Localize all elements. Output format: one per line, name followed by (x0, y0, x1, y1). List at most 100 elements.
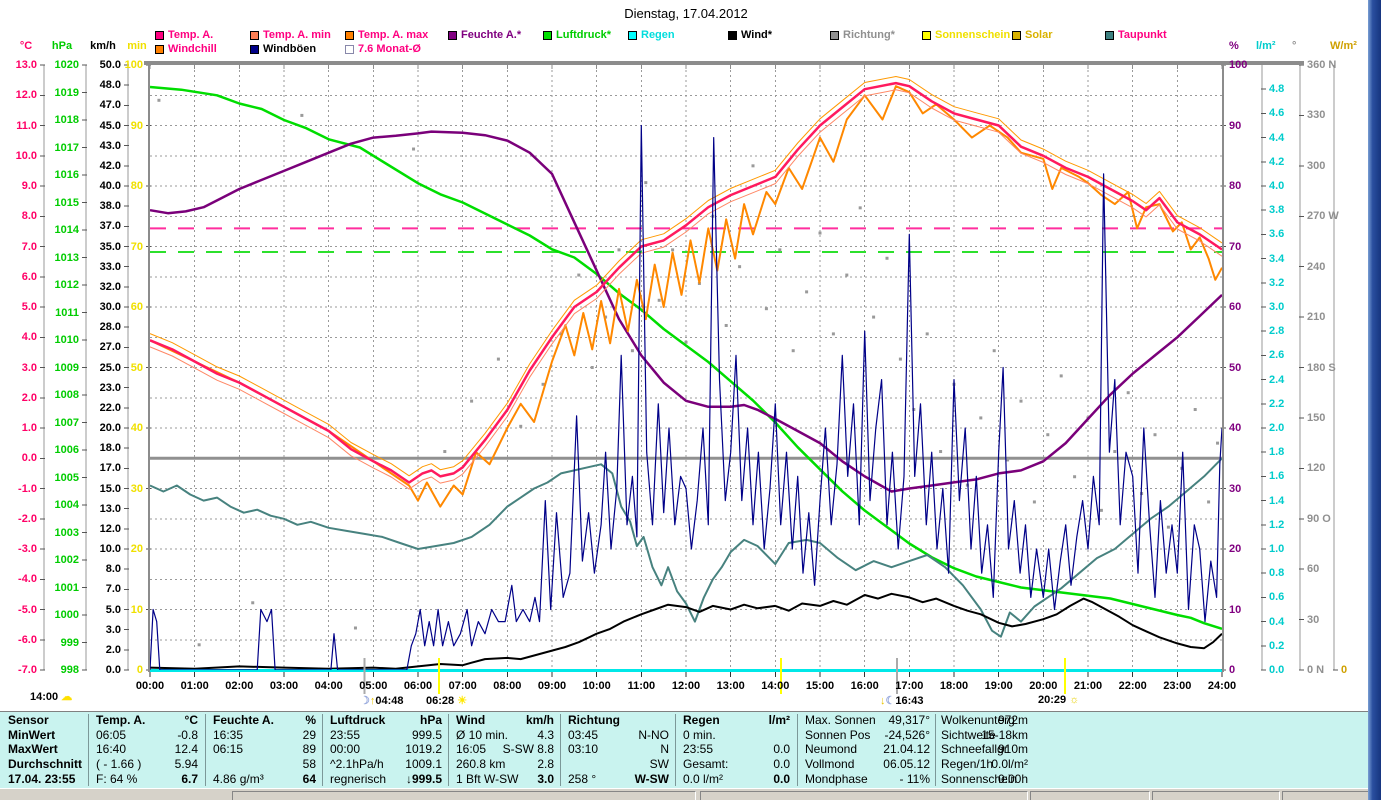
table-cell-value: 29 (302, 727, 316, 742)
axis-tick-label: 30 (130, 482, 143, 495)
series-wind (149, 592, 1223, 670)
status-bar-segment (1282, 791, 1370, 800)
axis-tick-label: -2.0 (18, 512, 37, 525)
axis-tick-label: 6.0 (21, 270, 37, 283)
axis-tick-label: 1011 (55, 306, 79, 319)
table-cell-value: 999.5 (411, 727, 442, 742)
axis-tick-label: 8.0 (21, 210, 37, 223)
table-unit-header: hPa (419, 713, 442, 727)
legend-item: Regen (628, 29, 675, 41)
axis-tick-label: 120 (1307, 462, 1326, 475)
axis-tick-label: 1014 (54, 224, 79, 236)
legend-swatch-icon (345, 44, 354, 54)
axis-unit-header: l/m² (1256, 40, 1276, 52)
direction-dot (858, 206, 862, 210)
axis-tick-label: 0 (136, 664, 143, 676)
axis-tick-label: 70 (130, 240, 143, 253)
table-info-label: Schneefallgr (941, 742, 1008, 757)
astro-event-marker: ↓☾16:43 (880, 694, 924, 707)
axis-tick-label: 1008 (54, 389, 79, 401)
legend-label: 7.6 Monat-Ø (358, 43, 421, 55)
axis-tick-label: 40.0 (99, 180, 121, 192)
axis-tick-label: 3.8 (1269, 204, 1285, 217)
sun-moon-icon: ☾ (885, 695, 896, 707)
direction-dot (684, 340, 688, 344)
direction-dot (818, 231, 822, 235)
table-unit-header: l/m² (768, 713, 790, 727)
direction-dot (577, 273, 581, 277)
table-sensor-header: Temp. A. (96, 713, 146, 727)
direction-dot (764, 307, 768, 311)
legend-swatch-icon (345, 30, 354, 40)
table-row-label: Sensor (8, 713, 49, 727)
axis-tick-label: 100 (124, 59, 143, 71)
x-axis-hour-label: 18:00 (939, 680, 969, 692)
table-info-value: 06.05.12 (883, 757, 930, 772)
axis-tick-label: 1007 (54, 416, 79, 429)
table-cell-detail: 4.86 g/m³ (213, 771, 264, 786)
sun-moon-icon: ☀ (457, 695, 468, 707)
axis-tick-label: 2.0 (1269, 422, 1285, 434)
axis-tick-label: 150 (1307, 411, 1326, 424)
legend-label: Solar (1025, 29, 1053, 41)
direction-dot (1073, 475, 1077, 479)
axis-tick-label: 4.6 (1269, 107, 1285, 120)
axis-tick-label: 1016 (54, 169, 79, 181)
sun-moon-icon: ↓ (880, 695, 886, 707)
table-sensor-header: Wind (456, 713, 486, 727)
legend-item: Temp. A. (155, 29, 213, 41)
axis-tick-label: 60 (130, 301, 143, 313)
axis-tick-label: 15.0 (99, 482, 121, 495)
status-bar (0, 788, 1370, 800)
axis-tick-label: 2.4 (1269, 373, 1285, 386)
legend-label: Temp. A. (168, 29, 214, 41)
axis-tick-label: -3.0 (18, 543, 37, 555)
x-axis-hour-label: 05:00 (359, 680, 388, 692)
x-axis-hour-label: 11:00 (627, 680, 656, 692)
x-axis-hour-label: 01:00 (180, 680, 209, 692)
axis-tick-label: 20 (1229, 543, 1242, 555)
axis-tick-label: 1001 (54, 581, 79, 594)
plot-frame-top (144, 61, 1304, 65)
axis-unit-header: % (1229, 40, 1239, 52)
table-info-value: 15-18km (981, 727, 1028, 742)
axis-tick-label: 0.8 (1269, 567, 1285, 580)
legend-label: Wind* (741, 29, 773, 41)
direction-dot (738, 265, 742, 269)
direction-dot (872, 315, 876, 319)
direction-dot (1032, 500, 1036, 504)
legend-item: Luftdruck* (543, 29, 611, 41)
table-info-label: Mondphase (805, 771, 868, 786)
axis-tick-label: 5.0 (105, 603, 121, 616)
table-cell-value: 1009.1 (405, 757, 442, 772)
x-axis-hour-label: 07:00 (448, 680, 477, 692)
legend-swatch-icon (155, 44, 164, 54)
axis-tick-label: 1004 (54, 499, 79, 511)
legend-swatch-icon (922, 30, 931, 40)
axis-tick-label: 10.0 (15, 149, 37, 162)
axis-tick-label: 1009 (54, 361, 79, 374)
table-cell-value: 5.94 (174, 757, 198, 772)
table-cell-value: 0.0 (773, 771, 790, 786)
axis-tick-label: 45.0 (99, 119, 121, 132)
direction-dot (1099, 508, 1103, 512)
table-column-divider (322, 714, 323, 786)
table-info-value: - 11% (899, 771, 930, 786)
table-column-divider (675, 714, 676, 786)
legend-item: Sonnenschein (922, 29, 1010, 41)
marker-time-label: 06:28 (426, 695, 458, 707)
x-axis-hour-label: 13:00 (716, 680, 745, 692)
direction-dot (671, 248, 675, 252)
axis-tick-label: -1.0 (18, 482, 37, 495)
direction-dot (541, 382, 545, 386)
direction-dot (300, 113, 304, 117)
axis-tick-label: 90 (130, 119, 143, 132)
axis-tick-label: 22.0 (99, 401, 121, 414)
axis-tick-label: 4.4 (1269, 131, 1285, 144)
legend-swatch-icon (628, 30, 637, 40)
x-axis-hour-label: 16:00 (850, 680, 879, 692)
axis-tick-label: 8.0 (105, 563, 121, 576)
axis-tick-label: 23.0 (99, 381, 121, 394)
table-row-label: Durchschnitt (8, 757, 83, 772)
table-info-value: -24,526° (884, 727, 931, 742)
